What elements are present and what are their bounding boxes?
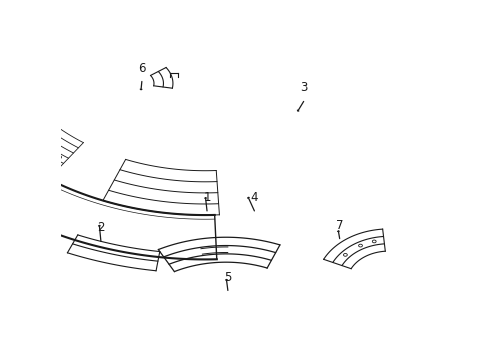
Text: 7: 7: [335, 219, 343, 232]
Text: 5: 5: [224, 270, 231, 284]
Text: 1: 1: [203, 191, 210, 204]
Text: 3: 3: [299, 81, 307, 94]
Text: 4: 4: [250, 191, 258, 204]
Text: 2: 2: [97, 221, 104, 234]
Text: 6: 6: [138, 62, 145, 75]
